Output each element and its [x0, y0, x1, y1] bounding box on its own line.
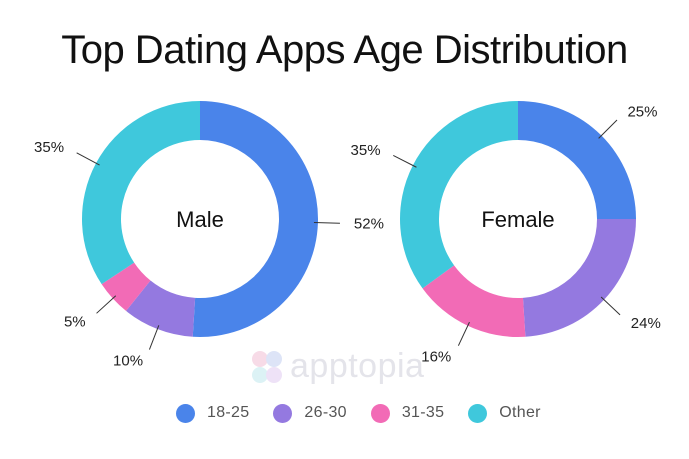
slice-male-other: [82, 101, 200, 285]
legend-item-18-25: 18-25: [176, 403, 250, 423]
data-label: 16%: [421, 349, 451, 366]
legend-label: 31-35: [401, 404, 445, 421]
leader-line: [600, 296, 621, 316]
donut-center-label: Female: [481, 207, 554, 232]
slice-female-other: [400, 101, 518, 289]
data-label: 5%: [64, 313, 86, 330]
legend-item-31-35: 31-35: [370, 403, 445, 423]
leader-line: [76, 152, 100, 166]
data-label: 35%: [34, 139, 64, 156]
slice-female-26-30: [522, 219, 636, 337]
leader-line: [96, 295, 117, 314]
apptopia-watermark: apptopia: [250, 345, 450, 389]
watermark-text: apptopia: [290, 347, 425, 385]
legend-item-other: Other: [468, 403, 541, 423]
legend-swatch: [273, 403, 293, 423]
leader-line: [598, 119, 618, 139]
legend-label: Other: [499, 404, 541, 421]
slice-male-26-30: [126, 280, 196, 337]
slice-male-18-25: [192, 101, 319, 338]
legend-swatch: [468, 403, 488, 423]
leader-line: [148, 325, 160, 350]
legend-item-26-30: 26-30: [273, 403, 347, 423]
data-label: 35%: [351, 142, 381, 159]
data-label: 24%: [631, 315, 661, 332]
leader-line: [457, 321, 470, 346]
data-label: 25%: [627, 104, 657, 121]
legend-swatch: [176, 403, 195, 423]
data-label: 10%: [113, 353, 143, 370]
slice-female-18-25: [518, 101, 636, 219]
donut-female: 25% 24% 16% 35% Female: [351, 101, 661, 366]
data-label: 52%: [354, 216, 384, 233]
legend: 18-25 26-30 31-35 Other: [176, 400, 541, 426]
legend-label: 26-30: [304, 404, 347, 421]
leader-line: [313, 222, 340, 224]
leader-line: [393, 154, 417, 168]
chart-title: Top Dating Apps Age Distribution: [61, 28, 628, 72]
donut-center-label: Male: [176, 207, 224, 232]
slice-female-31-35: [422, 265, 526, 337]
legend-swatch: [370, 403, 390, 423]
legend-label: 18-25: [207, 404, 250, 421]
donut-male: 52% 10% 5% 35% Male: [34, 101, 384, 370]
slice-male-31-35: [101, 262, 151, 311]
apptopia-logo-icon: [252, 351, 282, 383]
